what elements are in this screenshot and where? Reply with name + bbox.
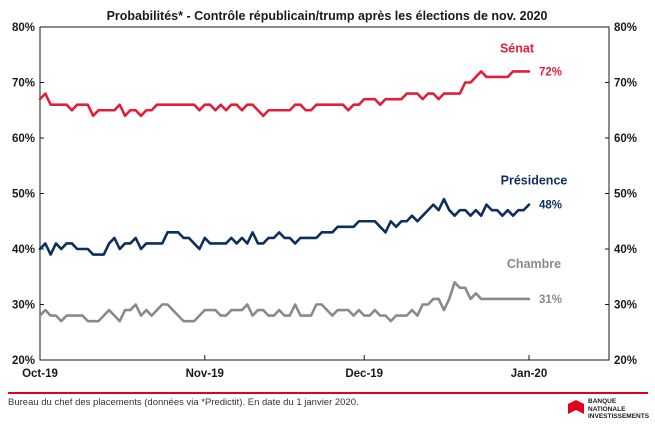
y-tick-label-left: 30% [12, 300, 35, 312]
footer-divider [8, 392, 648, 394]
series-line [38, 197, 531, 256]
y-tick-label-right: 30% [614, 300, 637, 312]
footer-note: Bureau du chef des placements (données v… [8, 397, 359, 408]
y-tick-label-left: 80% [12, 22, 35, 34]
x-tick-label: Dec-19 [345, 368, 383, 380]
y-tick-label-left: 70% [12, 78, 35, 90]
y-tick-label-right: 20% [614, 355, 637, 367]
x-tick-label: Jan-20 [511, 368, 547, 380]
y-tick-label-right: 70% [614, 78, 637, 90]
y-tick-label-right: 80% [614, 22, 637, 34]
logo-text: BANQUE NATIONALE INVESTISSEMENTS [588, 398, 650, 420]
series-name-label: Chambre [507, 257, 561, 271]
series-end-label: 48% [539, 200, 562, 212]
label-layer: 72% Sénat 48% Présidence 31% Chambre [500, 41, 567, 306]
series-layer [38, 70, 531, 323]
banque-nationale-logo: BANQUE NATIONALE INVESTISSEMENTS [566, 396, 650, 424]
chart-title: Probabilités* - Contrôle républicain/tru… [107, 9, 548, 23]
flag-icon [568, 400, 584, 414]
series-end-label: 72% [539, 66, 562, 78]
series-name-label: Sénat [500, 41, 535, 55]
x-tick-label: Oct-19 [22, 368, 58, 380]
y-tick-label-right: 40% [614, 244, 637, 256]
series-end-label: 31% [539, 294, 562, 306]
y-tick-label-left: 40% [12, 244, 35, 256]
series-line [38, 280, 531, 323]
x-tick-label: Nov-19 [186, 368, 224, 380]
y-tick-label-left: 60% [12, 133, 35, 145]
y-tick-label-right: 60% [614, 133, 637, 145]
series-name-label: Présidence [501, 174, 568, 188]
y-tick-label-left: 50% [12, 189, 35, 201]
y-tick-label-left: 20% [12, 355, 35, 367]
series-line [38, 70, 531, 118]
axes-layer: 20% 20% 30% 30% 40% 40% 50% 50% 60% 60% 70% 70% 80% 8… [12, 22, 637, 380]
y-tick-label-right: 50% [614, 189, 637, 201]
